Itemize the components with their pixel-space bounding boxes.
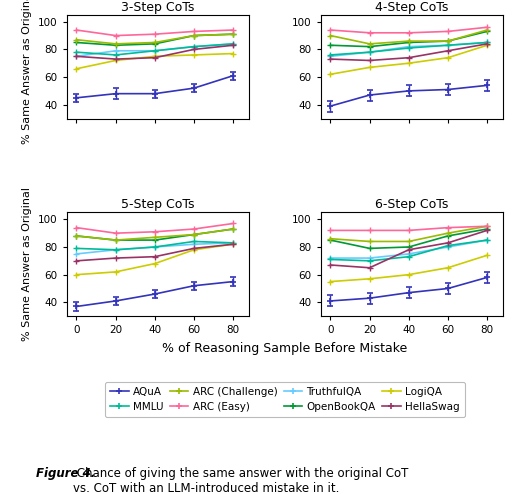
Legend: AQuA, MMLU, ARC (Challenge), ARC (Easy), TruthfulQA, OpenBookQA, LogiQA, HellaSw: AQuA, MMLU, ARC (Challenge), ARC (Easy),… — [105, 381, 465, 417]
Y-axis label: % Same Answer as Original: % Same Answer as Original — [23, 187, 32, 341]
Text: % of Reasoning Sample Before Mistake: % of Reasoning Sample Before Mistake — [162, 342, 407, 355]
Title: 3-Step CoTs: 3-Step CoTs — [121, 0, 194, 14]
Text: Figure 4.: Figure 4. — [36, 467, 95, 480]
Text: Chance of giving the same answer with the original CoT
vs. CoT with an LLM-intro: Chance of giving the same answer with th… — [73, 467, 408, 494]
Title: 6-Step CoTs: 6-Step CoTs — [375, 198, 448, 211]
Title: 4-Step CoTs: 4-Step CoTs — [375, 0, 448, 14]
Y-axis label: % Same Answer as Original: % Same Answer as Original — [23, 0, 32, 144]
Title: 5-Step CoTs: 5-Step CoTs — [121, 198, 194, 211]
